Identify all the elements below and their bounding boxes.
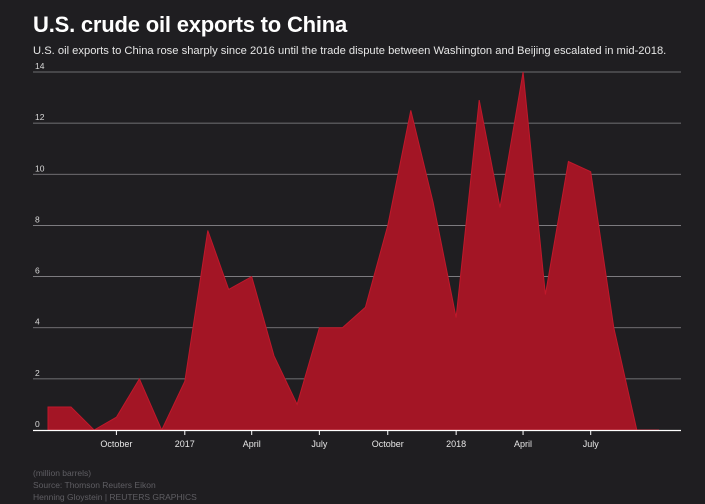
y-tick-label: 2 — [35, 368, 40, 378]
credit-note: Henning Gloystein | REUTERS GRAPHICS — [33, 492, 197, 502]
y-tick-label: 14 — [35, 61, 45, 71]
series-area-path — [47, 71, 660, 432]
chart-title: U.S. crude oil exports to China — [33, 12, 348, 37]
y-tick-label: 0 — [35, 419, 40, 429]
y-tick-label: 8 — [35, 214, 40, 224]
units-note: (million barrels) — [33, 468, 92, 478]
chart-footer: (million barrels) Source: Thomson Reuter… — [33, 467, 197, 503]
x-tick-label: April — [243, 439, 261, 449]
y-axis-labels: 0 2 4 6 8 10 12 14 — [35, 61, 45, 429]
series-area — [47, 71, 660, 432]
chart-subtitle: U.S. oil exports to China rose sharply s… — [33, 45, 667, 57]
y-tick-label: 6 — [35, 266, 40, 276]
source-note: Source: Thomson Reuters Eikon — [33, 480, 156, 490]
y-tick-label: 4 — [35, 317, 40, 327]
x-tick-label: 2018 — [446, 439, 466, 449]
x-tick-label: 2017 — [175, 439, 195, 449]
x-tick-label: October — [100, 439, 132, 449]
y-tick-label: 12 — [35, 112, 45, 122]
x-tick-label: April — [514, 439, 532, 449]
x-tick-label: October — [372, 439, 404, 449]
y-tick-label: 10 — [35, 163, 45, 173]
x-tick-label: July — [311, 439, 328, 449]
x-axis: October 2017 April July October 2018 April July — [33, 429, 681, 449]
x-tick-label: July — [583, 439, 600, 449]
